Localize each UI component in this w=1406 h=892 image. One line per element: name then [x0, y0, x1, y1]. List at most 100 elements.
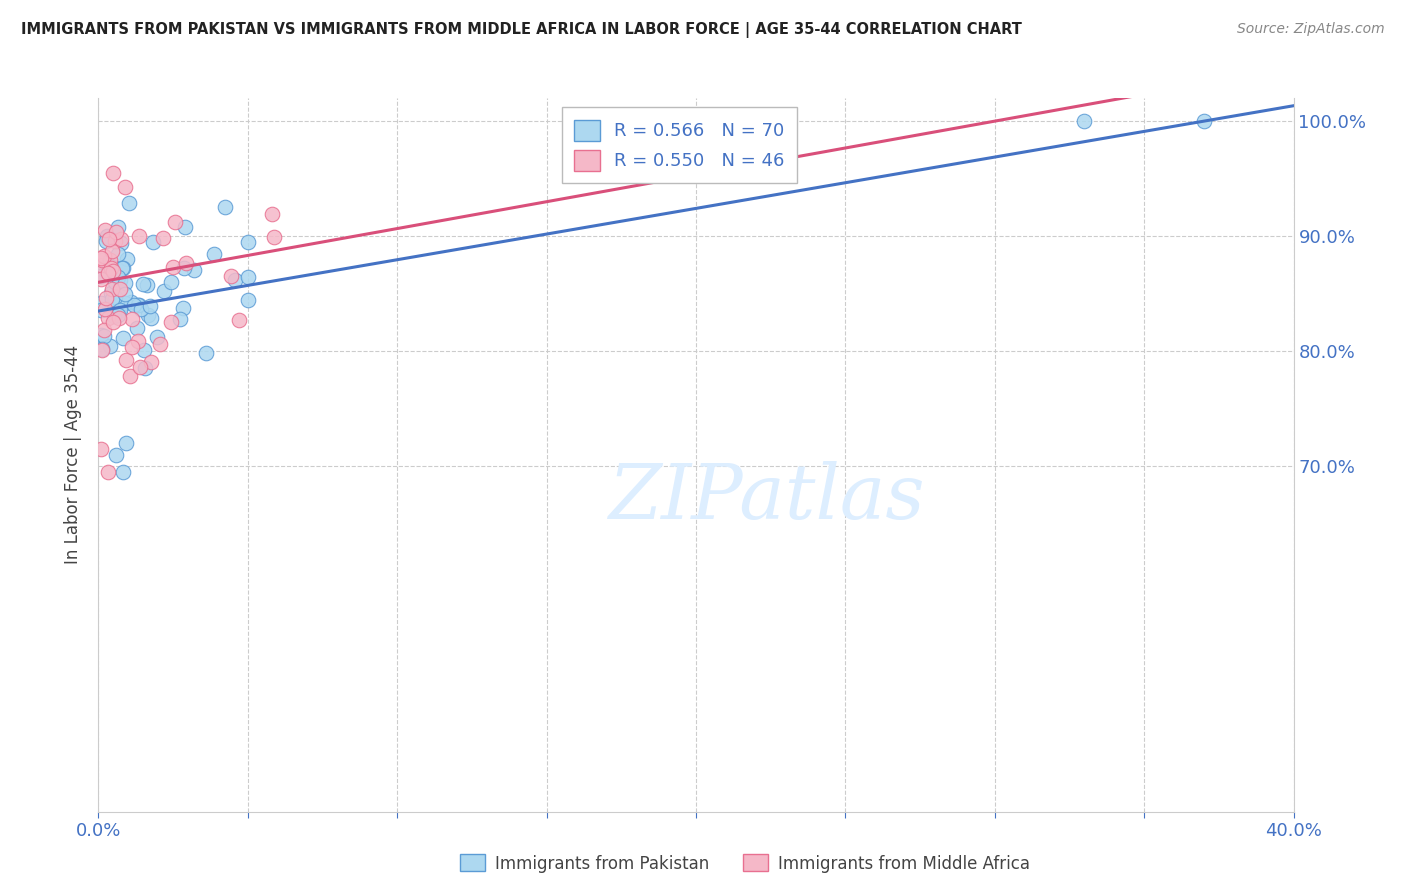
Point: [90, 269, 112, 284]
Point: [90, 303, 112, 318]
Point: [173, 219, 195, 234]
Point: [135, 277, 157, 292]
Point: [138, 299, 160, 313]
Point: [136, 308, 159, 322]
Point: [97, 232, 120, 246]
Point: [90, 342, 112, 356]
Point: [104, 275, 127, 289]
Point: [90, 262, 112, 277]
Point: [94, 301, 117, 316]
Point: [128, 229, 150, 244]
Point: [93, 323, 115, 337]
Point: [263, 230, 285, 244]
Point: [110, 273, 132, 287]
Point: [1192, 114, 1215, 128]
Point: [103, 166, 125, 180]
Point: [112, 330, 135, 344]
Point: [128, 297, 150, 311]
Point: [98, 252, 121, 267]
Point: [94, 223, 117, 237]
Point: [104, 234, 127, 248]
Point: [97, 264, 120, 278]
Y-axis label: In Labor Force | Age 35-44: In Labor Force | Age 35-44: [65, 345, 83, 565]
Point: [163, 215, 186, 229]
Point: [183, 262, 205, 277]
Point: [121, 311, 143, 326]
Point: [111, 261, 134, 276]
Point: [202, 247, 225, 261]
Point: [118, 196, 141, 211]
Point: [115, 252, 138, 266]
Point: [236, 293, 259, 307]
Point: [127, 334, 149, 348]
Point: [152, 285, 174, 299]
Point: [172, 301, 194, 315]
Point: [224, 273, 246, 287]
Point: [132, 277, 155, 292]
Point: [98, 339, 121, 353]
Point: [127, 298, 149, 312]
Point: [104, 268, 127, 282]
Point: [120, 294, 142, 309]
Point: [105, 225, 128, 239]
Point: [108, 302, 131, 317]
Point: [101, 315, 124, 329]
Point: [139, 310, 162, 325]
Point: [132, 343, 155, 357]
Point: [173, 260, 195, 275]
Point: [101, 293, 124, 307]
Point: [169, 312, 191, 326]
Point: [96, 229, 118, 244]
Point: [162, 260, 184, 274]
Point: [121, 340, 143, 354]
Point: [100, 286, 122, 301]
Point: [104, 448, 127, 462]
Point: [107, 246, 129, 260]
Point: [110, 282, 132, 296]
Point: [90, 259, 112, 273]
Point: [1073, 114, 1095, 128]
Point: [91, 253, 114, 268]
Point: [96, 230, 118, 244]
Legend: Immigrants from Pakistan, Immigrants from Middle Africa: Immigrants from Pakistan, Immigrants fro…: [454, 847, 1036, 880]
Text: IMMIGRANTS FROM PAKISTAN VS IMMIGRANTS FROM MIDDLE AFRICA IN LABOR FORCE | AGE 3: IMMIGRANTS FROM PAKISTAN VS IMMIGRANTS F…: [21, 22, 1022, 38]
Point: [160, 275, 183, 289]
Point: [124, 298, 146, 312]
Point: [107, 269, 129, 284]
Point: [94, 234, 117, 248]
Point: [108, 297, 131, 311]
Point: [101, 244, 124, 259]
Point: [107, 308, 129, 322]
Point: [115, 352, 138, 367]
Point: [159, 315, 181, 329]
Point: [90, 296, 112, 310]
Point: [90, 251, 112, 265]
Point: [97, 311, 120, 326]
Point: [107, 219, 129, 234]
Point: [96, 291, 118, 305]
Point: [108, 311, 131, 326]
Point: [129, 302, 152, 317]
Point: [90, 343, 112, 358]
Point: [104, 290, 127, 304]
Point: [236, 235, 259, 249]
Point: [97, 266, 120, 280]
Point: [90, 271, 112, 285]
Point: [93, 249, 115, 263]
Point: [214, 200, 236, 214]
Text: Source: ZipAtlas.com: Source: ZipAtlas.com: [1237, 22, 1385, 37]
Point: [221, 269, 243, 284]
Point: [194, 345, 217, 359]
Point: [115, 436, 138, 450]
Point: [125, 320, 148, 334]
Point: [129, 360, 152, 375]
Point: [98, 255, 121, 269]
Point: [142, 235, 165, 249]
Text: ZIPatlas: ZIPatlas: [609, 461, 927, 534]
Point: [93, 329, 115, 343]
Point: [97, 465, 120, 479]
Legend: R = 0.566   N = 70, R = 0.550   N = 46: R = 0.566 N = 70, R = 0.550 N = 46: [561, 107, 797, 183]
Point: [146, 330, 169, 344]
Point: [90, 442, 112, 457]
Point: [114, 276, 136, 290]
